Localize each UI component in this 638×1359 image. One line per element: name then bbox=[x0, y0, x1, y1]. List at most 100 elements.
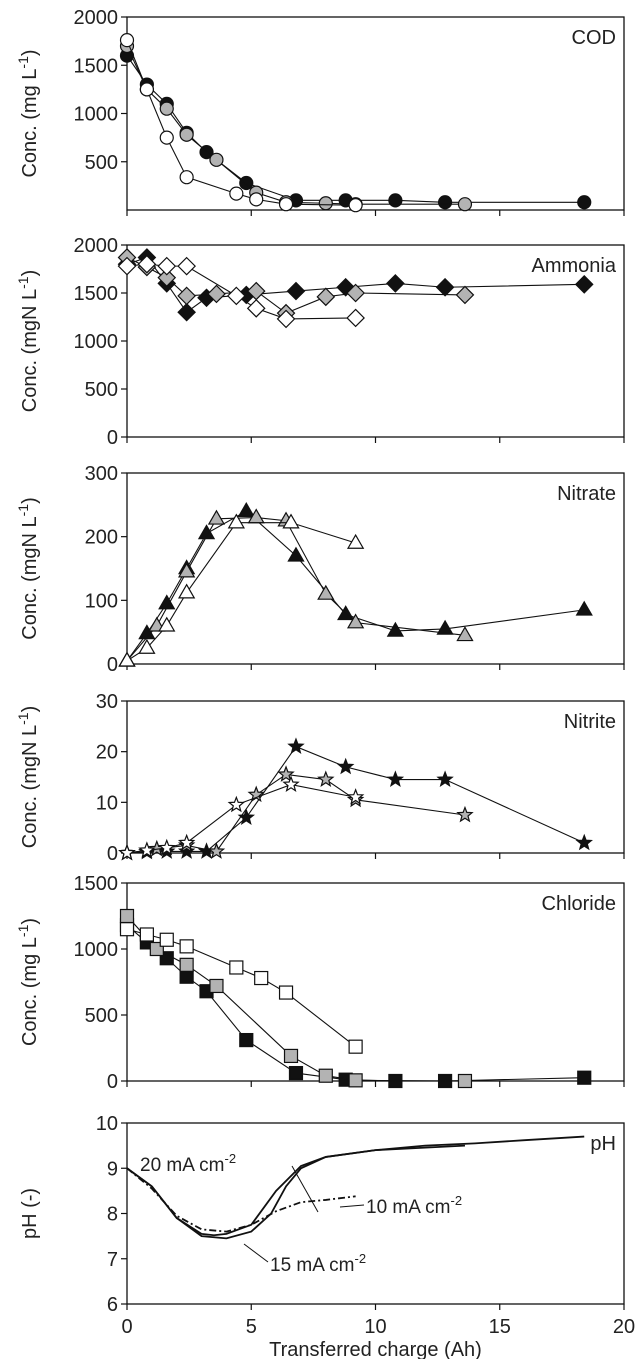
panel-label: Ammonia bbox=[532, 255, 617, 277]
data-point bbox=[179, 170, 194, 185]
y-axis-label-main: Conc. (mgN L bbox=[19, 289, 41, 412]
data-point bbox=[207, 509, 226, 525]
annotation-leader bbox=[243, 1243, 269, 1263]
series-line bbox=[126, 517, 466, 662]
data-point bbox=[246, 299, 266, 318]
plot-frame bbox=[126, 472, 625, 665]
data-point bbox=[177, 302, 196, 322]
data-point bbox=[207, 842, 226, 859]
data-point bbox=[336, 757, 355, 775]
series-line bbox=[126, 924, 585, 1082]
data-point bbox=[239, 1032, 254, 1048]
series-2 bbox=[119, 908, 473, 1089]
panel-label: Chloride bbox=[542, 893, 616, 915]
series-line bbox=[126, 1167, 356, 1233]
data-point bbox=[157, 268, 177, 287]
data-point bbox=[317, 770, 335, 787]
data-point bbox=[282, 775, 300, 793]
annotation-text: 15 mA cm bbox=[270, 1255, 354, 1276]
data-point bbox=[177, 842, 196, 859]
y-axis-label-exponent: -1 bbox=[15, 924, 31, 937]
x-tick-label: 5 bbox=[246, 1316, 257, 1338]
y-axis-label-tail: ) bbox=[19, 918, 41, 925]
data-point bbox=[229, 186, 244, 201]
x-axis-label: Transferred charge (Ah) bbox=[269, 1339, 482, 1359]
x-tick-label: 0 bbox=[121, 1316, 132, 1338]
series-3 bbox=[118, 775, 365, 861]
y-axis-label-tail: ) bbox=[19, 49, 41, 56]
data-point bbox=[209, 978, 224, 994]
annotation-text: 10 mA cm bbox=[366, 1197, 450, 1218]
data-point bbox=[179, 957, 194, 972]
data-point bbox=[575, 600, 593, 616]
plot-frame bbox=[126, 700, 625, 854]
y-tick-label: 1000 bbox=[74, 104, 119, 126]
data-point bbox=[457, 197, 473, 212]
data-point bbox=[574, 275, 594, 294]
data-point bbox=[118, 843, 136, 861]
annotation-leader bbox=[339, 1204, 365, 1208]
series-2 bbox=[119, 38, 473, 212]
data-point bbox=[117, 256, 137, 276]
data-point bbox=[138, 624, 156, 640]
data-point bbox=[138, 841, 156, 858]
data-point bbox=[254, 970, 269, 986]
y-tick-label: 1500 bbox=[74, 55, 119, 77]
y-axis-label-tail: ) bbox=[19, 270, 41, 277]
y-tick-label: 8 bbox=[107, 1204, 118, 1226]
data-point bbox=[158, 616, 176, 632]
data-point bbox=[455, 285, 475, 305]
data-point bbox=[577, 195, 592, 210]
data-point bbox=[138, 638, 156, 654]
y-axis-label-exponent: -1 bbox=[15, 276, 31, 289]
data-point bbox=[346, 788, 365, 805]
data-point bbox=[119, 922, 135, 937]
data-point bbox=[237, 501, 255, 518]
y-tick-label: 1000 bbox=[74, 939, 119, 961]
data-point bbox=[137, 254, 157, 274]
data-point bbox=[179, 969, 194, 984]
x-tick-label: 10 bbox=[364, 1316, 386, 1338]
series-1: 20 mA cm-2 bbox=[126, 1135, 585, 1237]
data-point bbox=[278, 985, 294, 1000]
data-point bbox=[457, 1073, 473, 1089]
series-3: 15 mA cm-2 bbox=[126, 1144, 466, 1276]
x-tick-label: 20 bbox=[613, 1316, 635, 1338]
panel-label: pH bbox=[590, 1133, 616, 1155]
panel-nitrate: 0 100 200 300 Conc. (mgN L-1) Nitrate bbox=[15, 463, 625, 676]
data-point bbox=[278, 197, 294, 212]
y-tick-label: 2000 bbox=[74, 235, 119, 257]
y-tick-label: 1500 bbox=[74, 283, 119, 305]
data-point bbox=[346, 283, 365, 303]
data-point bbox=[226, 286, 246, 306]
y-tick-label: 6 bbox=[107, 1294, 118, 1316]
data-point bbox=[282, 513, 300, 529]
y-tick-label: 100 bbox=[85, 590, 118, 612]
series-3 bbox=[118, 513, 365, 667]
plot-frame bbox=[126, 16, 625, 211]
data-point bbox=[388, 193, 403, 208]
series-line bbox=[126, 784, 356, 854]
data-point bbox=[157, 256, 177, 276]
series-2 bbox=[118, 508, 474, 667]
data-point bbox=[276, 309, 296, 329]
y-tick-label: 0 bbox=[107, 1071, 118, 1093]
data-point bbox=[237, 808, 256, 825]
data-point bbox=[436, 619, 454, 635]
series-annotation: 20 mA cm-2 bbox=[140, 1151, 236, 1176]
annotation-text: 20 mA cm bbox=[140, 1155, 224, 1176]
y-axis-label-main: Conc. (mg L bbox=[19, 937, 41, 1046]
series-3 bbox=[117, 254, 365, 329]
data-point bbox=[179, 127, 194, 142]
data-point bbox=[317, 584, 335, 600]
data-point bbox=[159, 932, 174, 947]
series-3 bbox=[119, 922, 363, 1054]
data-point bbox=[178, 583, 196, 599]
series-3 bbox=[119, 33, 363, 213]
data-point bbox=[318, 1068, 333, 1083]
data-point bbox=[179, 939, 194, 954]
y-tick-label: 30 bbox=[96, 691, 118, 713]
data-point bbox=[119, 908, 135, 924]
series-line bbox=[126, 522, 356, 662]
